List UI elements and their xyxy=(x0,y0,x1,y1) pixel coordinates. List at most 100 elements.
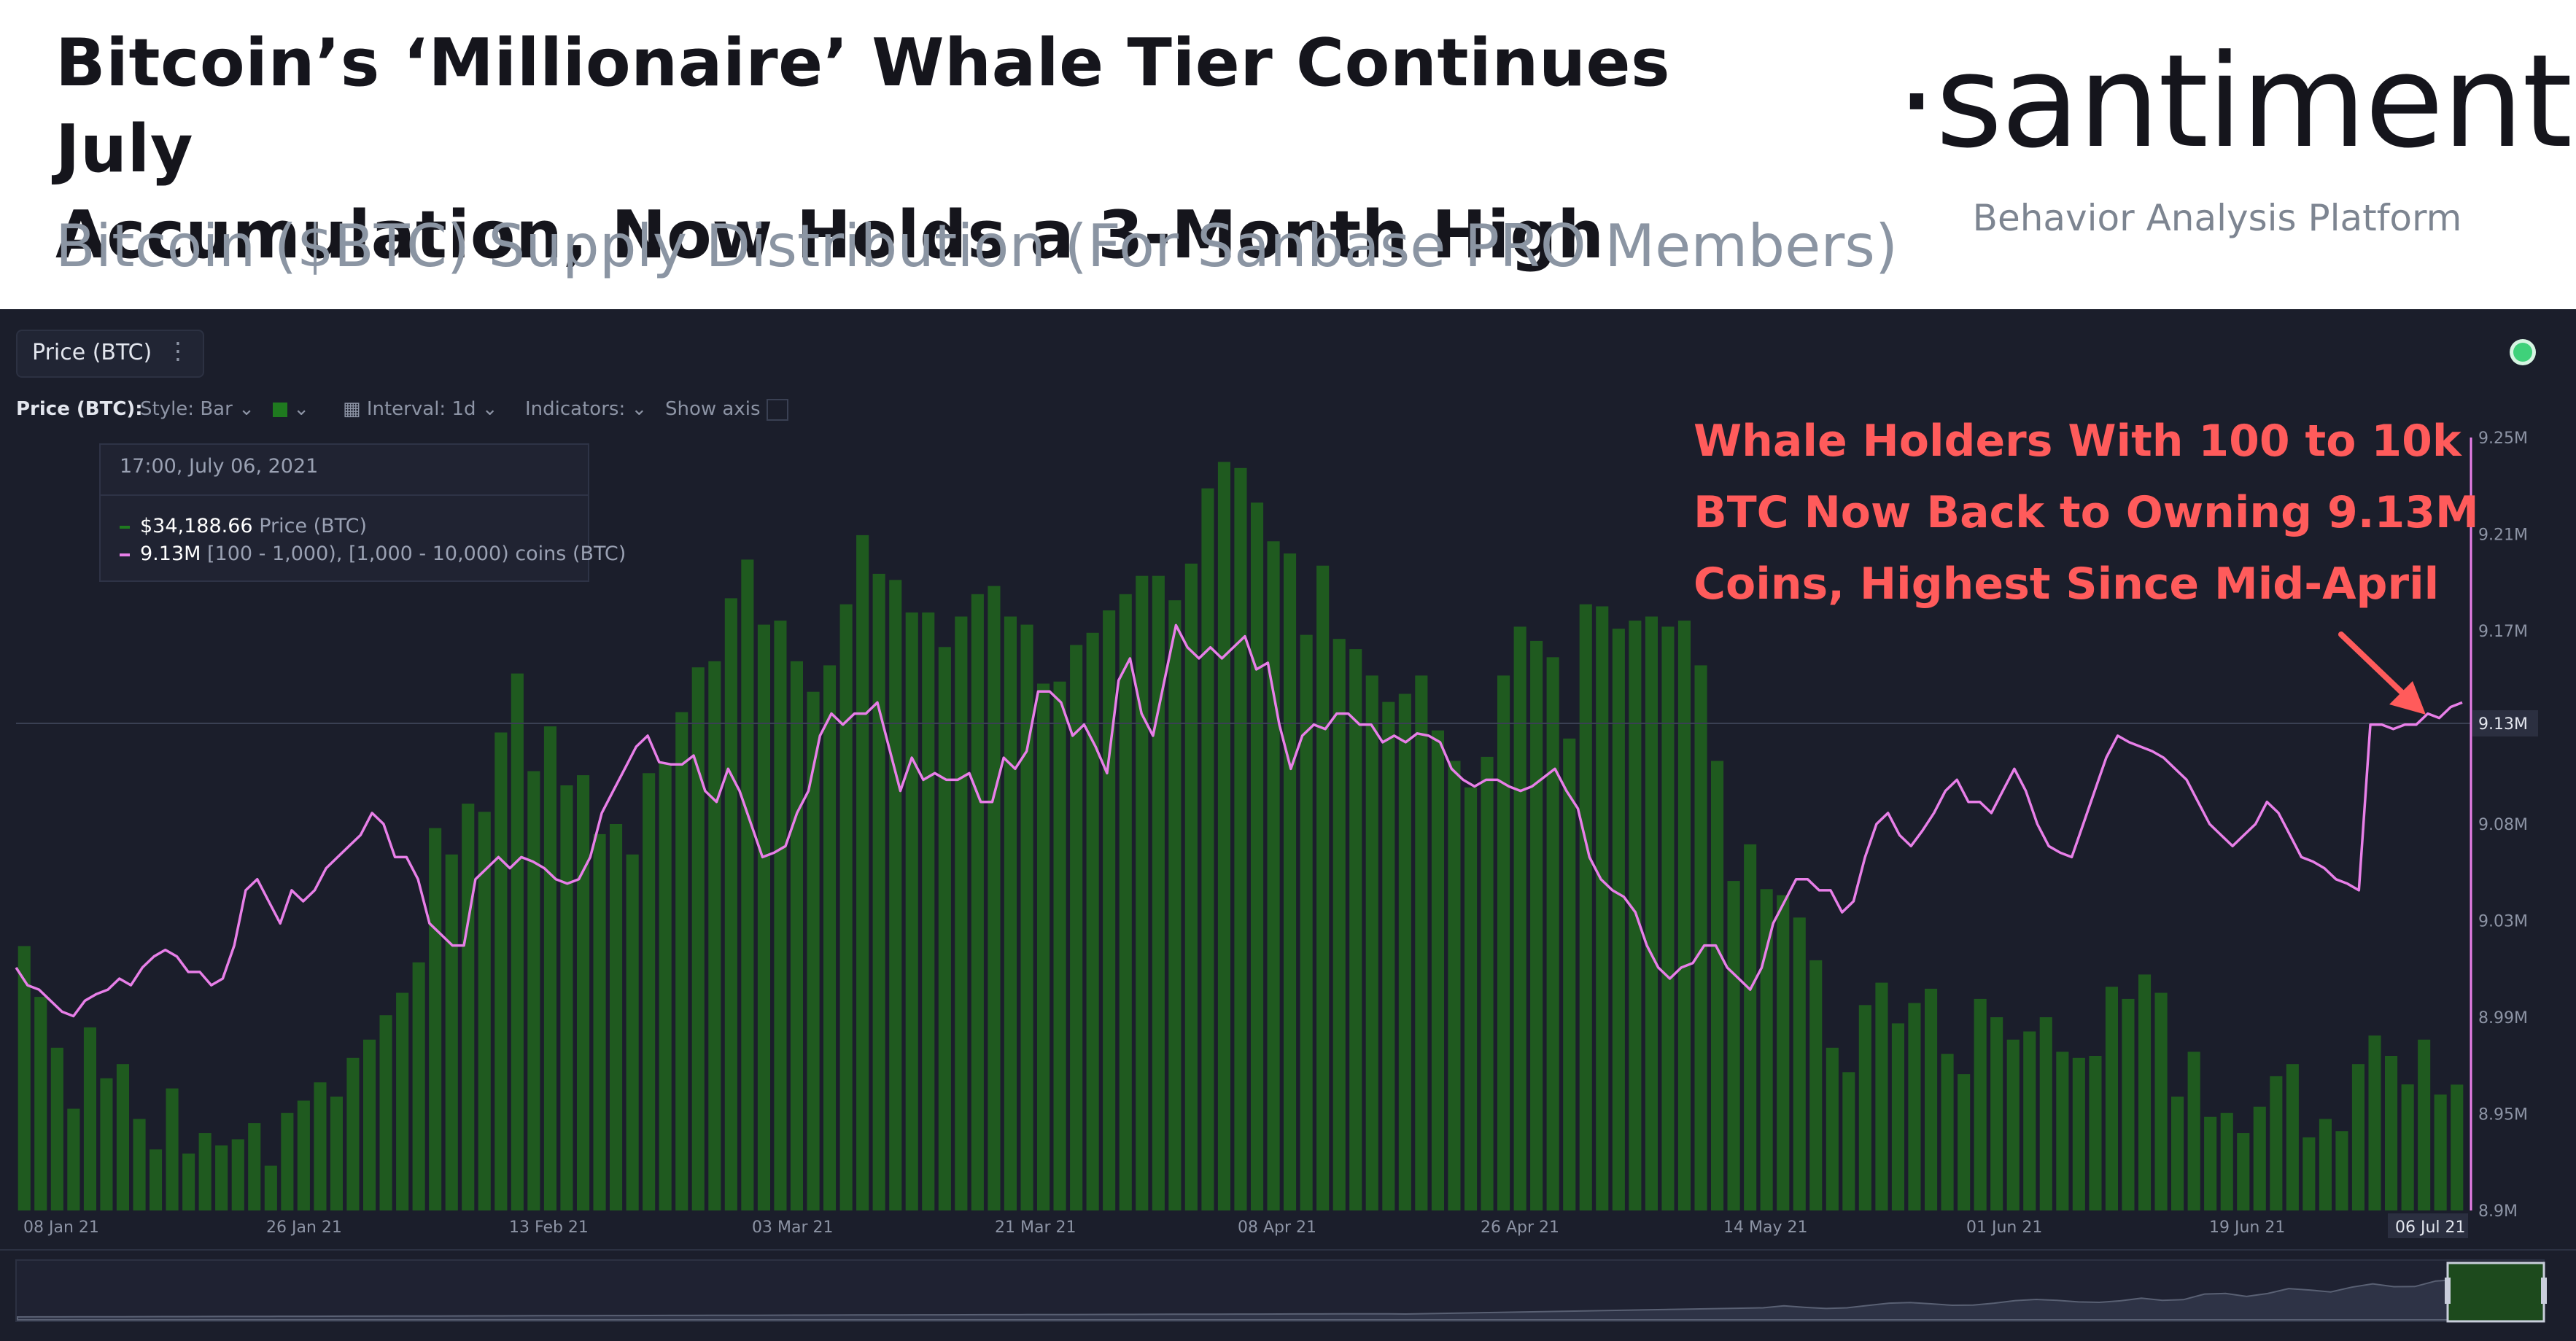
price-bar xyxy=(543,726,556,1210)
x-axis-tick-label: 26 Apr 21 xyxy=(1481,1218,1559,1237)
chart-title: Bitcoin’s ‘Millionaire’ Whale Tier Conti… xyxy=(55,20,1791,279)
price-bar xyxy=(1858,1005,1871,1210)
price-bar xyxy=(1184,563,1198,1210)
price-bar xyxy=(2171,1096,2184,1210)
price-bar xyxy=(2138,974,2152,1210)
price-bar xyxy=(116,1064,129,1210)
price-bar xyxy=(494,732,508,1210)
price-bar xyxy=(248,1123,261,1210)
price-bar xyxy=(1086,632,1099,1210)
price-bar xyxy=(955,616,968,1210)
price-bar xyxy=(34,997,47,1210)
price-bar xyxy=(922,612,935,1210)
price-bar xyxy=(807,691,820,1210)
chart-title-line1: Bitcoin’s ‘Millionaire’ Whale Tier Conti… xyxy=(55,25,1671,187)
price-bar xyxy=(790,661,803,1210)
price-bar xyxy=(774,621,787,1210)
price-bar xyxy=(577,775,590,1210)
vertical-dots-icon[interactable]: ⋮ xyxy=(166,337,190,365)
price-bar xyxy=(396,992,409,1210)
indicators-dropdown[interactable]: Indicators: ⌄ xyxy=(525,398,648,420)
price-bar xyxy=(1234,467,1247,1210)
x-axis-tick-label: 08 Apr 21 xyxy=(1238,1218,1316,1237)
price-bar xyxy=(593,833,606,1210)
price-bar xyxy=(1760,889,1773,1210)
checkbox-icon xyxy=(766,398,788,421)
price-bar xyxy=(1004,616,1017,1210)
price-bar xyxy=(346,1057,360,1210)
price-bar xyxy=(1793,917,1806,1210)
price-bar xyxy=(1119,594,1132,1210)
x-axis-tick-label: 26 Jan 21 xyxy=(266,1218,342,1237)
price-bar xyxy=(198,1133,212,1210)
price-bar xyxy=(626,854,639,1210)
price-bar xyxy=(1513,626,1526,1210)
price-bar xyxy=(2039,1017,2052,1210)
navigator-window[interactable] xyxy=(2446,1262,2545,1323)
price-bar xyxy=(1217,462,1230,1210)
right-axis-tick-label: 8.95M xyxy=(2478,1106,2528,1124)
annotation-line3: Coins, Highest Since Mid-April xyxy=(1694,559,2440,610)
price-bar xyxy=(150,1149,163,1210)
holders-legend-icon xyxy=(120,553,130,556)
tooltip-price-value: $34,188.66 xyxy=(140,515,253,537)
price-bar xyxy=(2335,1131,2348,1210)
price-bar xyxy=(872,573,885,1210)
price-bar xyxy=(1891,1023,1904,1210)
price-bar xyxy=(1744,844,1757,1210)
tooltip-divider xyxy=(101,494,588,496)
current-value-badge xyxy=(2472,710,2538,736)
price-bar xyxy=(83,1027,96,1210)
price-bar xyxy=(18,946,31,1210)
price-bar xyxy=(1777,895,1790,1210)
price-tab[interactable]: Price (BTC) ⋮ xyxy=(16,330,204,378)
price-bar xyxy=(182,1153,195,1210)
price-bar xyxy=(445,854,458,1210)
price-bar xyxy=(2056,1052,2069,1210)
price-bar xyxy=(1251,502,1264,1210)
price-bar xyxy=(643,773,656,1210)
price-bar xyxy=(2368,1035,2381,1210)
price-bar xyxy=(1300,634,1313,1210)
right-axis-tick-label: 9.21M xyxy=(2478,526,2528,545)
current-value-label: 9.13M xyxy=(2478,715,2528,734)
price-bar xyxy=(2385,1056,2398,1210)
show-axis-toggle[interactable]: Show axis xyxy=(665,398,788,421)
price-bar xyxy=(50,1047,63,1210)
price-bar xyxy=(839,604,853,1210)
tooltip: 17:00, July 06, 2021 $34,188.66 Price (B… xyxy=(99,443,626,582)
navigator-handle-right[interactable] xyxy=(2541,1278,2547,1304)
price-bar xyxy=(1497,675,1510,1210)
price-legend-icon xyxy=(120,525,130,529)
price-bar xyxy=(2418,1039,2431,1210)
chevron-down-icon: ⌄ xyxy=(631,398,648,420)
status-online-icon xyxy=(2513,343,2532,362)
price-bar xyxy=(823,665,837,1210)
price-bar xyxy=(1431,730,1444,1210)
price-bar xyxy=(2351,1064,2364,1210)
tooltip-time: 17:00, July 06, 2021 xyxy=(120,455,319,478)
style-dropdown[interactable]: Style: Bar ⌄ xyxy=(140,398,255,420)
current-date-label: 06 Jul 21 xyxy=(2395,1218,2466,1237)
price-bar xyxy=(2072,1057,2085,1210)
price-bar xyxy=(1596,606,1609,1210)
price-bar xyxy=(757,624,770,1210)
price-bar xyxy=(1958,1074,1971,1210)
color-picker[interactable]: ⌄ xyxy=(273,398,309,420)
navigator-area xyxy=(17,1274,2542,1321)
price-bar xyxy=(412,962,425,1210)
price-bar xyxy=(379,1015,392,1210)
interval-dropdown[interactable]: ▦ Interval: 1d ⌄ xyxy=(343,398,498,420)
price-bar xyxy=(297,1100,310,1210)
price-bar xyxy=(889,580,902,1210)
price-bar xyxy=(1612,629,1625,1210)
price-bar xyxy=(1464,787,1478,1210)
price-bar xyxy=(100,1078,113,1210)
price-bar xyxy=(2451,1084,2464,1210)
price-bar xyxy=(1908,1003,1921,1210)
price-bar xyxy=(2220,1113,2233,1210)
price-bar xyxy=(2154,992,2168,1210)
holders-line xyxy=(15,623,2463,1018)
price-bar xyxy=(610,824,623,1210)
navigator-handle-left[interactable] xyxy=(2445,1278,2451,1304)
